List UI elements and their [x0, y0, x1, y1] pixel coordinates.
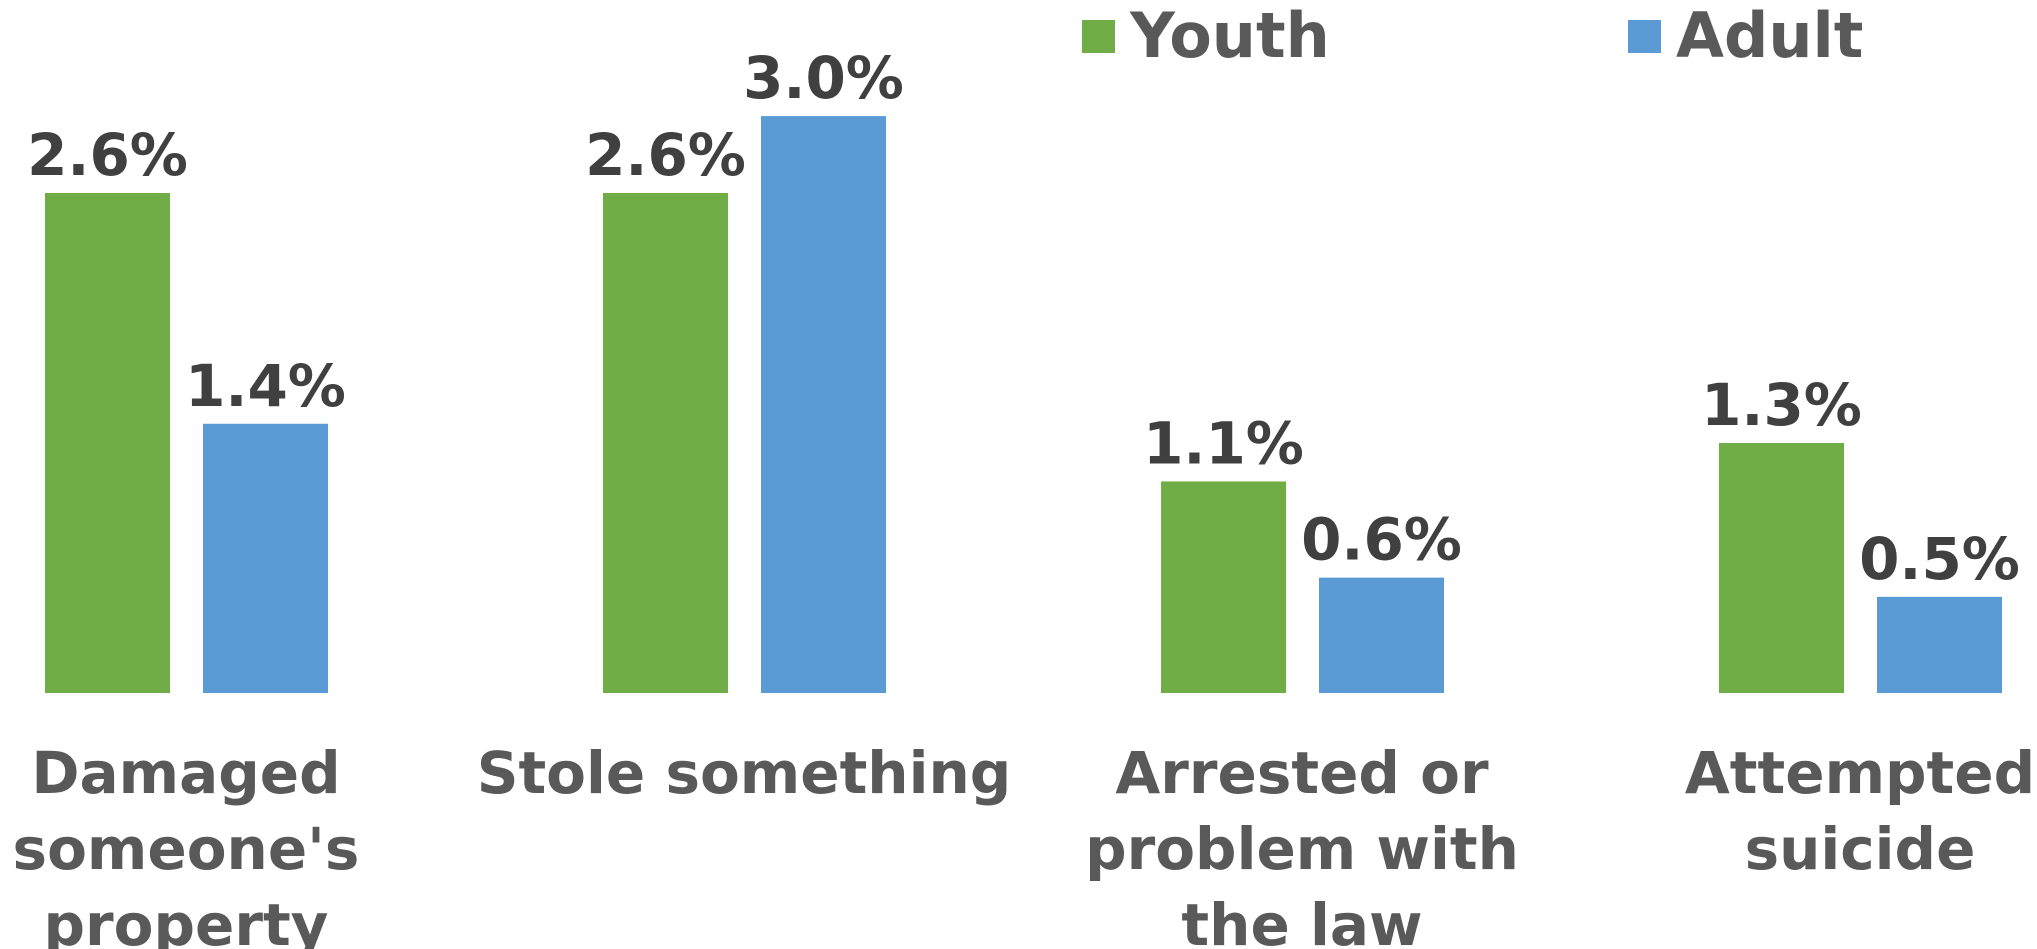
bar-youth-2 [1161, 481, 1286, 693]
data-label-adult-0: 1.4% [185, 352, 346, 420]
bar-adult-0 [203, 423, 328, 693]
category-label-2-line-2: the law [1181, 891, 1422, 949]
bar-youth-3 [1719, 443, 1844, 693]
category-label-1-line-0: Stole something [477, 739, 1012, 807]
bar-adult-3 [1877, 596, 2002, 693]
data-label-adult-1: 3.0% [743, 44, 904, 112]
category-label-0-line-2: property [44, 891, 329, 949]
data-label-youth-3: 1.3% [1701, 371, 1862, 439]
data-label-adult-2: 0.6% [1301, 506, 1462, 574]
category-label-2-line-1: problem with [1085, 815, 1519, 883]
category-label-3-line-1: suicide [1745, 815, 1976, 883]
category-label-0-line-1: someone's [13, 815, 360, 883]
bar-adult-2 [1319, 577, 1444, 693]
data-label-adult-3: 0.5% [1859, 525, 2020, 593]
category-label-3-line-0: Attempted [1685, 739, 2035, 807]
legend-swatch-adult [1628, 20, 1661, 53]
bar-adult-1 [761, 116, 886, 694]
category-label-0-line-0: Damaged [31, 739, 340, 807]
category-label-2-line-0: Arrested or [1115, 739, 1489, 807]
legend: Youth Adult [1082, 0, 1863, 72]
legend-label-adult: Adult [1676, 0, 1863, 72]
legend-swatch-youth [1082, 20, 1115, 53]
data-label-youth-2: 1.1% [1143, 409, 1304, 477]
bar-youth-1 [603, 193, 728, 693]
data-label-youth-0: 2.6% [27, 121, 188, 189]
legend-label-youth: Youth [1129, 0, 1330, 72]
category-labels: Damaged someone's property Stole something A… [13, 739, 2036, 949]
value-labels: 2.6% 1.4% 2.6% 3.0% 1.1% 0.6% 1.3% 0.5% [27, 44, 2020, 593]
bars [45, 116, 2002, 694]
data-label-youth-1: 2.6% [585, 121, 746, 189]
bar-youth-0 [45, 193, 170, 693]
